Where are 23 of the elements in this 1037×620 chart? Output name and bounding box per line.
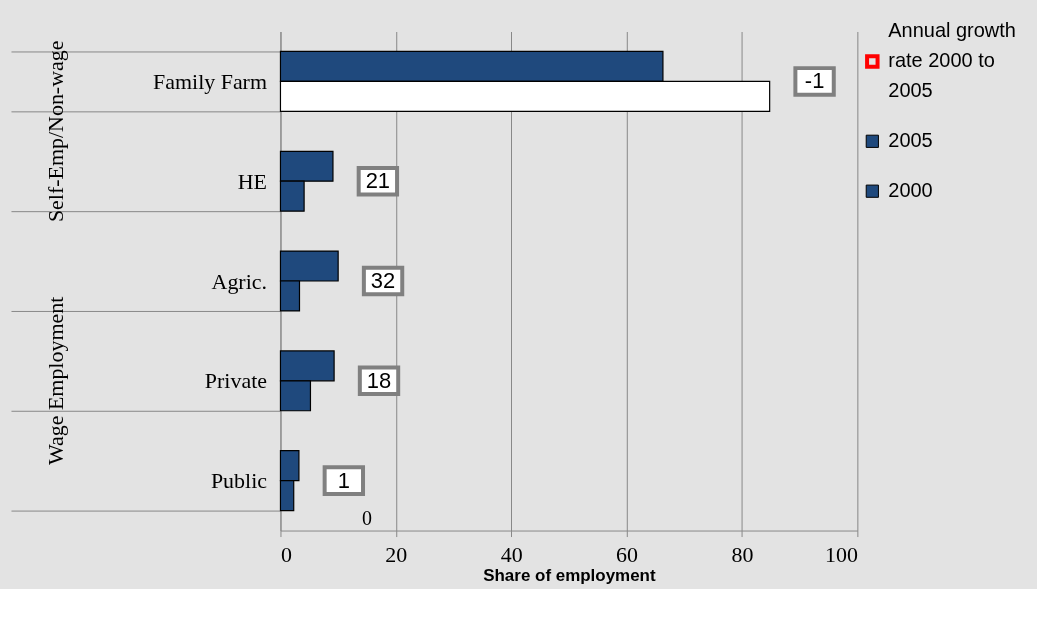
x-tick-label: 60 <box>616 541 639 567</box>
text: -1 <box>804 68 825 94</box>
x-tick-label: 20 <box>385 541 408 567</box>
x-tick-label: 100 <box>824 541 858 567</box>
annotation: 0 <box>362 506 372 529</box>
x-tick-label: 40 <box>500 541 523 567</box>
text: 1 <box>337 467 350 493</box>
y-tick-label: Agric. <box>211 268 267 294</box>
x-axis-title: Share of employment <box>483 565 656 585</box>
legend-label: 2005 <box>888 129 933 152</box>
text: Self-Emp/Non-wage <box>42 40 68 223</box>
text: 32 <box>370 268 396 294</box>
legend-label: 2000 <box>888 179 933 202</box>
legend-label: Annual growth rate 2000 to 2005 <box>888 19 1016 102</box>
y-tick-label: HE <box>237 168 267 194</box>
text: 21 <box>365 168 391 194</box>
text: Wage Employment <box>42 296 68 465</box>
y-tick-label: Private <box>204 368 267 394</box>
text: 18 <box>366 367 392 393</box>
x-tick-label: 0 <box>280 541 292 567</box>
y-tick-label: Public <box>210 468 268 494</box>
y-tick-label: Family Farm <box>153 68 267 94</box>
x-tick-label: 80 <box>731 541 754 567</box>
